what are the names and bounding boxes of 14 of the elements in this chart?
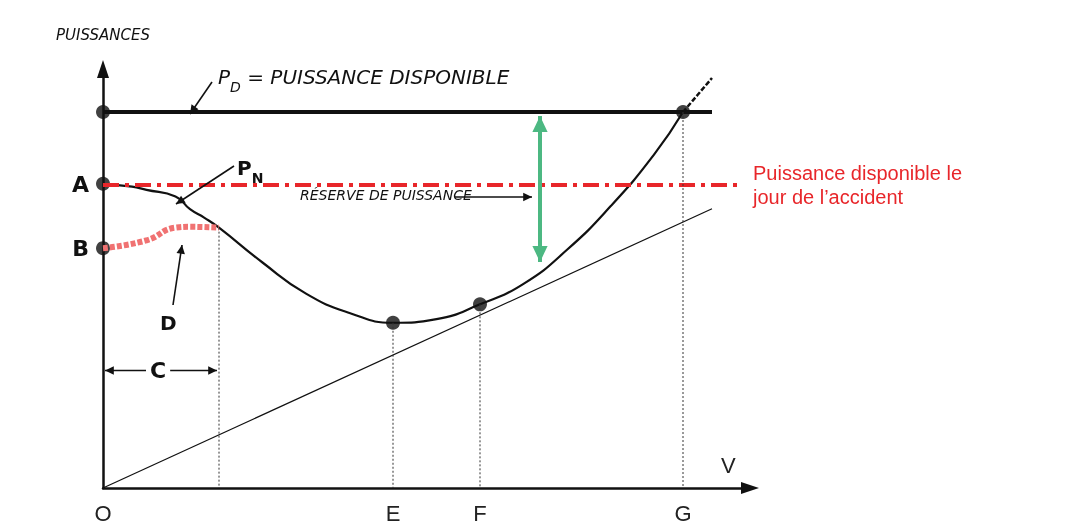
annotation: RÉSERVE DE PUISSANCE — [300, 187, 472, 203]
x-tick-label: E — [385, 500, 401, 524]
annotation: B — [72, 236, 89, 262]
x-tick-label: O — [94, 500, 112, 524]
annotation: D — [160, 311, 177, 335]
annotation: P$_{N}$ — [237, 156, 264, 186]
y-axis-title: PUISSANCES — [56, 25, 151, 44]
annotation: A — [71, 171, 89, 197]
x-tick-label: G — [674, 500, 692, 524]
annotation: P$_{D}$ = PUISSANCE DISPONIBLE — [218, 65, 510, 95]
x-tick-label: F — [473, 500, 487, 524]
annotation: C — [150, 358, 167, 383]
ref-line-label: Puissance disponible le jour de l’accident — [752, 161, 968, 208]
x-axis-title: V — [721, 452, 736, 478]
